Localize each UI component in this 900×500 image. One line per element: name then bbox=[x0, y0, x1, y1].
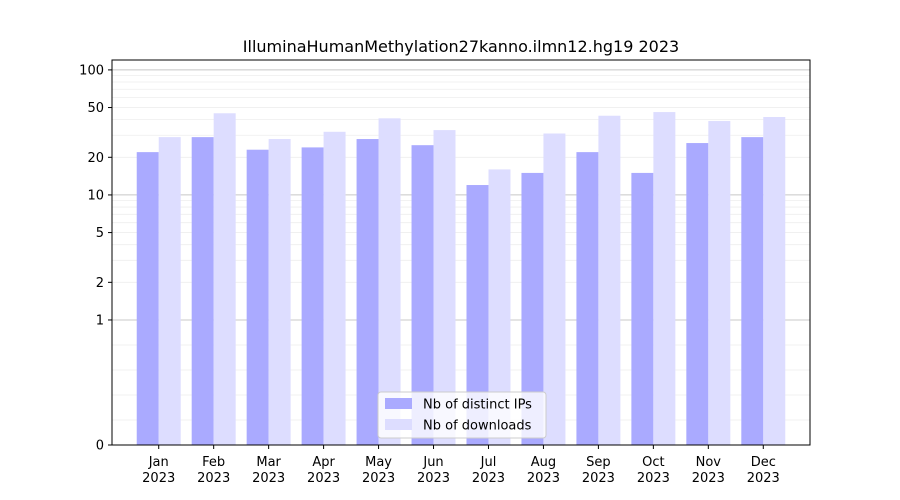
x-tick-label-line: 2023 bbox=[252, 471, 285, 486]
x-tick-label: Feb 2023 bbox=[197, 455, 230, 486]
bar-nb-of-downloads bbox=[763, 117, 786, 445]
x-tick-label-line: 2023 bbox=[582, 471, 615, 486]
legend-box bbox=[377, 391, 547, 439]
x-tick-label-line: 2023 bbox=[472, 471, 505, 486]
bar-nb-of-downloads bbox=[653, 112, 676, 445]
x-tick-label: Sep 2023 bbox=[582, 455, 615, 486]
x-tick-label: Jul 2023 bbox=[472, 455, 505, 486]
legend-label: Nb of downloads bbox=[423, 419, 532, 434]
x-tick-label-line: May bbox=[365, 455, 392, 470]
plot-frame bbox=[111, 59, 811, 446]
x-tick-label-line: Feb bbox=[202, 455, 225, 470]
x-tick-label: Apr 2023 bbox=[307, 455, 340, 486]
bar-nb-of-distinct-ips bbox=[411, 145, 434, 445]
bar-nb-of-downloads bbox=[268, 139, 291, 445]
legend-swatch bbox=[385, 419, 412, 430]
x-tick-label-line: Jul bbox=[480, 455, 497, 470]
y-tick-label: 100 bbox=[79, 63, 104, 78]
x-tick-label-line: Mar bbox=[256, 455, 281, 470]
x-tick-label-line: 2023 bbox=[637, 471, 670, 486]
y-axis: 0 1 2 5 10 20 50 100 bbox=[79, 63, 112, 454]
bar-nb-of-distinct-ips bbox=[576, 152, 599, 445]
x-tick-label-line: 2023 bbox=[747, 471, 780, 486]
x-tick-label-line: Jun bbox=[422, 455, 443, 470]
x-tick-label: Dec 2023 bbox=[747, 455, 780, 486]
bar-nb-of-distinct-ips bbox=[686, 143, 709, 445]
bar-nb-of-distinct-ips bbox=[631, 172, 654, 445]
x-tick-label-line: Apr bbox=[312, 455, 335, 470]
x-tick-label-line: Sep bbox=[586, 455, 611, 470]
bar-nb-of-downloads bbox=[488, 169, 511, 445]
x-tick-label-line: Aug bbox=[531, 455, 556, 470]
legend-swatch bbox=[385, 398, 412, 409]
bar-nb-of-distinct-ips bbox=[136, 152, 159, 445]
bar-nb-of-distinct-ips bbox=[191, 137, 214, 445]
bar-nb-of-distinct-ips bbox=[466, 185, 489, 445]
x-tick-label-line: 2023 bbox=[692, 471, 725, 486]
x-tick-label-line: 2023 bbox=[362, 471, 395, 486]
x-tick-label: Jan 2023 bbox=[142, 455, 175, 486]
y-tick-label: 0 bbox=[96, 439, 104, 454]
bar-nb-of-distinct-ips bbox=[521, 172, 544, 445]
bar-nb-of-distinct-ips bbox=[356, 139, 379, 445]
bar-nb-of-distinct-ips bbox=[301, 147, 324, 446]
x-tick-label-line: 2023 bbox=[307, 471, 340, 486]
bar-nb-of-distinct-ips bbox=[246, 149, 269, 446]
x-tick-label-line: 2023 bbox=[527, 471, 560, 486]
x-tick-label: Mar 2023 bbox=[252, 455, 285, 486]
x-tick-label: Aug 2023 bbox=[527, 455, 560, 486]
y-tick-label: 1 bbox=[96, 313, 104, 328]
y-tick-label: 50 bbox=[87, 101, 104, 116]
x-tick-label-line: 2023 bbox=[142, 471, 175, 486]
x-tick-label-line: Nov bbox=[696, 455, 722, 470]
x-tick-label: May 2023 bbox=[362, 455, 395, 486]
y-tick-label: 20 bbox=[87, 151, 104, 166]
bar-nb-of-downloads bbox=[708, 121, 731, 446]
bar-nb-of-downloads bbox=[543, 133, 566, 445]
x-tick-label-line: Oct bbox=[642, 455, 664, 470]
y-tick-label: 10 bbox=[87, 188, 104, 203]
x-tick-label-line: Jan bbox=[148, 455, 169, 470]
y-tick-label: 2 bbox=[96, 276, 104, 291]
x-tick-label-line: 2023 bbox=[417, 471, 450, 486]
x-tick-label: Jun 2023 bbox=[417, 455, 450, 486]
bar-nb-of-downloads bbox=[158, 137, 181, 445]
bars bbox=[136, 112, 786, 446]
bar-nb-of-distinct-ips bbox=[741, 137, 764, 445]
bar-nb-of-downloads bbox=[378, 118, 401, 445]
bar-nb-of-downloads bbox=[323, 131, 346, 445]
bar-nb-of-downloads bbox=[598, 115, 621, 445]
bar-nb-of-downloads bbox=[213, 113, 236, 445]
legend-label: Nb of distinct IPs bbox=[423, 398, 532, 413]
chart-title: IlluminaHumanMethylation27kanno.ilmn12.h… bbox=[243, 37, 679, 56]
y-tick-label: 5 bbox=[96, 226, 104, 241]
bar-nb-of-downloads bbox=[433, 130, 456, 445]
x-tick-label: Oct 2023 bbox=[637, 455, 670, 486]
x-tick-label-line: 2023 bbox=[197, 471, 230, 486]
x-tick-label: Nov 2023 bbox=[692, 455, 725, 486]
legend: Nb of distinct IPs Nb of downloads bbox=[377, 391, 547, 439]
x-tick-label-line: Dec bbox=[751, 455, 776, 470]
